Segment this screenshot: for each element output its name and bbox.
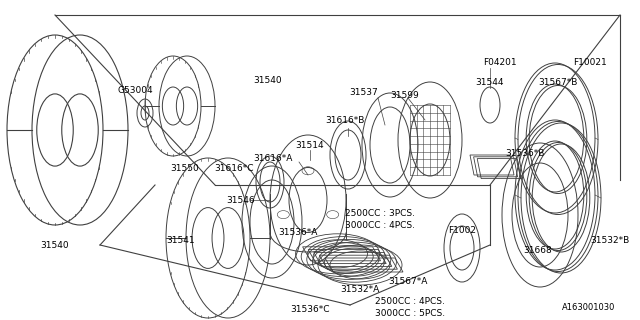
Text: F04201: F04201 [483,58,517,67]
Text: 2500CC : 4PCS.: 2500CC : 4PCS. [375,298,445,307]
Text: 3000CC : 5PCS.: 3000CC : 5PCS. [375,308,445,317]
Text: 3000CC : 4PCS.: 3000CC : 4PCS. [345,220,415,229]
Text: 31536*A: 31536*A [278,228,318,236]
Text: F1002: F1002 [448,226,476,235]
Text: 31532*B: 31532*B [590,236,629,244]
Text: A163001030: A163001030 [562,303,615,312]
Text: 31536*C: 31536*C [291,306,330,315]
Text: 31616*A: 31616*A [253,154,293,163]
Text: 31668: 31668 [524,245,552,254]
Text: 31537: 31537 [349,87,378,97]
Text: 31550: 31550 [171,164,200,172]
Text: 31546: 31546 [227,196,255,204]
Text: 31532*A: 31532*A [340,285,380,294]
Text: F10021: F10021 [573,58,607,67]
Text: 31514: 31514 [296,140,324,149]
Text: 31616*B: 31616*B [325,116,365,124]
Text: 31616*C: 31616*C [214,164,254,172]
Text: 31544: 31544 [476,77,504,86]
Text: 31536*B: 31536*B [505,148,545,157]
Text: 31541: 31541 [166,236,195,244]
Text: 2500CC : 3PCS.: 2500CC : 3PCS. [345,209,415,218]
Text: 31540: 31540 [253,76,282,84]
Text: 31599: 31599 [390,91,419,100]
Text: 31540: 31540 [41,241,69,250]
Text: 31567*B: 31567*B [538,77,578,86]
Text: 31567*A: 31567*A [388,277,428,286]
Text: G53004: G53004 [117,85,153,94]
